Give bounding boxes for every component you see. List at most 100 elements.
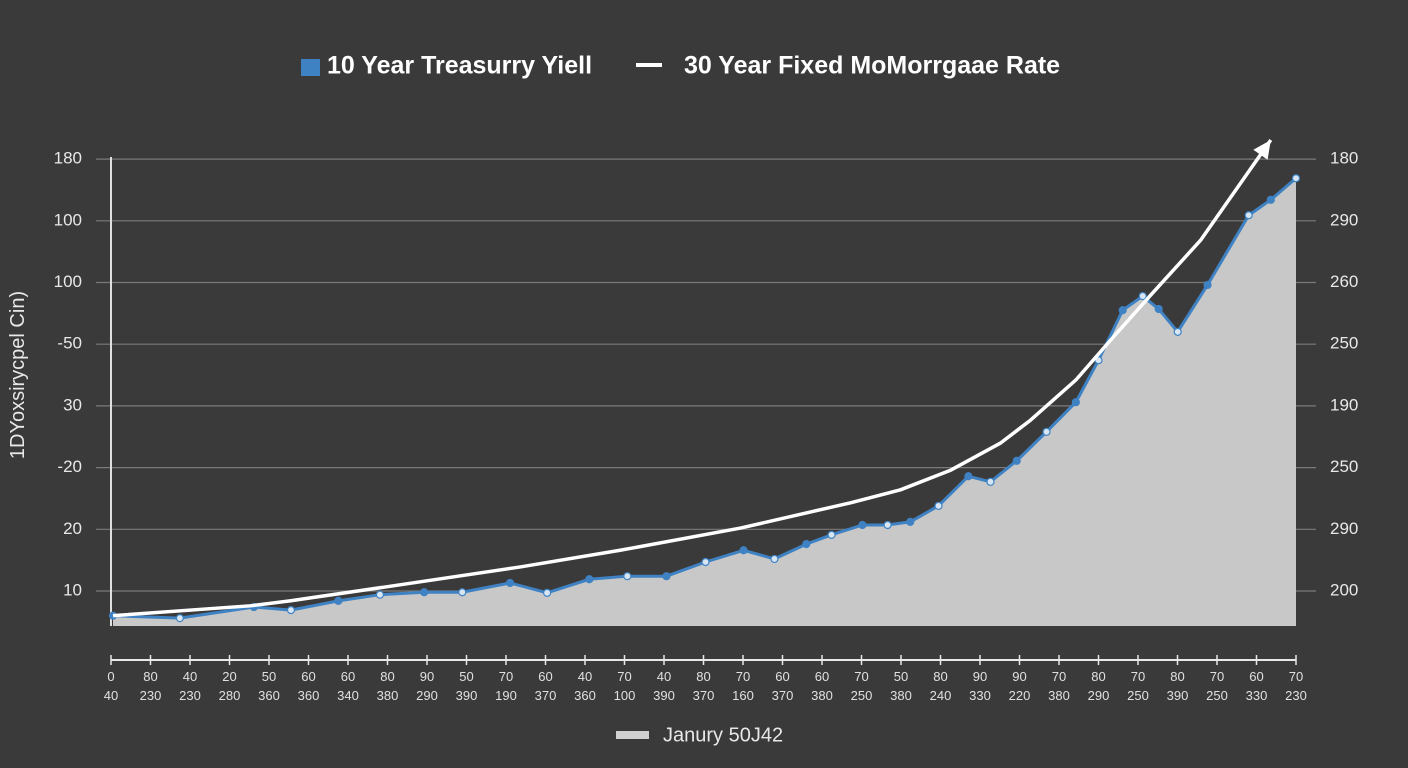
x-tick-bottom: 190 [495,688,517,703]
x-tick-bottom: 370 [693,688,715,703]
treasury-point [827,530,836,539]
treasury-point [1154,304,1163,314]
treasury-point [770,554,779,564]
x-tick-top: 70 [1210,669,1224,684]
x-tick-bottom: 220 [1009,688,1031,703]
treasury-point [1012,456,1021,465]
x-tick-top: 90 [973,669,987,684]
x-tick-top: 80 [380,669,394,684]
treasury-point [1138,291,1147,301]
x-tick-bottom: 380 [811,688,833,703]
x-tick-top: 80 [696,669,710,684]
x-tick-bottom: 230 [140,688,162,703]
y-tick-left: 10 [63,580,82,599]
y-tick-left: 100 [54,210,82,229]
treasury-point [1291,174,1301,183]
legend-swatch-treasury [301,59,320,76]
bottom-legend: Janury 50J42 [616,724,783,746]
x-tick-bottom: 370 [535,688,557,703]
y-tick-right: 250 [1330,334,1358,353]
x-tick-top: 70 [736,669,750,684]
x-tick-bottom: 160 [732,688,754,703]
x-tick-top: 70 [617,669,631,684]
x-tick-bottom: 290 [416,688,438,703]
y-tick-left: -20 [57,457,82,476]
x-tick-bottom: 250 [851,688,873,703]
y-axis-label: 1DYoxsirycpel Cin) [7,291,29,459]
x-tick-top: 40 [578,669,592,684]
x-tick-bottom: 380 [890,688,912,703]
x-tick-bottom: 250 [1127,688,1149,703]
treasury-point [964,472,973,481]
x-tick-top: 20 [222,669,236,684]
treasury-point [934,501,943,510]
treasury-point [1118,306,1127,315]
y-tick-right: 290 [1330,519,1358,538]
legend-label-mortgage: 30 Year Fixed MoMorrgaae Rate [684,52,1060,80]
x-tick-bottom: 230 [179,688,201,703]
x-tick-top: 60 [775,669,789,684]
treasury-point [883,520,892,530]
legend: 10 Year Treasurry Yiell 30 Year Fixed Mo… [301,52,1060,80]
x-tick-bottom: 380 [377,688,399,703]
x-tick-top: 60 [301,669,315,684]
x-tick-top: 80 [933,669,947,684]
treasury-point [334,596,343,605]
y-tick-right: 260 [1330,272,1358,291]
treasury-point [175,614,184,623]
x-tick-bottom: 380 [1048,688,1070,703]
plot-area [108,138,1301,627]
x-tick-top: 50 [459,669,473,684]
x-tick-top: 90 [420,669,434,684]
y-tick-right: 190 [1330,395,1358,414]
x-tick-bottom: 390 [456,688,478,703]
x-tick-bottom: 330 [969,688,991,703]
y-tick-left: 20 [63,519,82,538]
treasury-point [1042,427,1051,436]
x-tick-bottom: 280 [219,688,241,703]
x-tick-top: 90 [1012,669,1026,684]
x-tick-bottom: 390 [1167,688,1189,703]
bottom-legend-label: Janury 50J42 [663,724,783,746]
x-tick-bottom: 40 [104,688,118,703]
x-tick-top: 60 [341,669,355,684]
x-tick-top: 80 [1091,669,1105,684]
y-tick-left: -50 [57,334,82,353]
x-tick-top: 70 [499,669,513,684]
x-tick-top: 70 [1131,669,1145,684]
treasury-point [375,590,385,599]
x-tick-bottom: 290 [1088,688,1110,703]
x-tick-bottom: 250 [1206,688,1228,703]
treasury-point [458,588,467,597]
legend-label-treasury: 10 Year Treasurry Yiell [327,52,592,80]
treasury-point [286,606,296,615]
mortgage-line [112,138,1273,618]
y-tick-left: 100 [54,272,82,291]
treasury-point [739,546,748,555]
bottom-legend-swatch [616,731,649,739]
y-tick-right: 290 [1330,210,1358,229]
treasury-point [662,572,671,581]
x-tick-bottom: 390 [653,688,675,703]
treasury-point [986,477,995,486]
treasury-point [1266,195,1275,204]
x-tick-bottom: 370 [772,688,794,703]
x-tick-top: 60 [538,669,552,684]
x-tick-bottom: 360 [574,688,596,703]
x-tick-top: 0 [107,669,114,684]
treasury-point [1244,211,1253,220]
y-tick-left: 30 [63,395,82,414]
x-tick-top: 80 [1170,669,1184,684]
x-axis: 0 40 80 230 40 230 20 280 50 360 60 360 60 340 80 380 90… [104,655,1307,703]
y-tick-right: 200 [1330,580,1358,599]
treasury-point [543,588,552,597]
treasury-point [585,575,594,584]
treasury-point [623,572,632,581]
x-tick-top: 70 [854,669,868,684]
x-tick-bottom: 360 [298,688,320,703]
x-tick-top: 70 [1052,669,1066,684]
x-tick-top: 40 [183,669,197,684]
x-tick-bottom: 240 [930,688,952,703]
mortgage-arrowhead [1253,139,1271,160]
